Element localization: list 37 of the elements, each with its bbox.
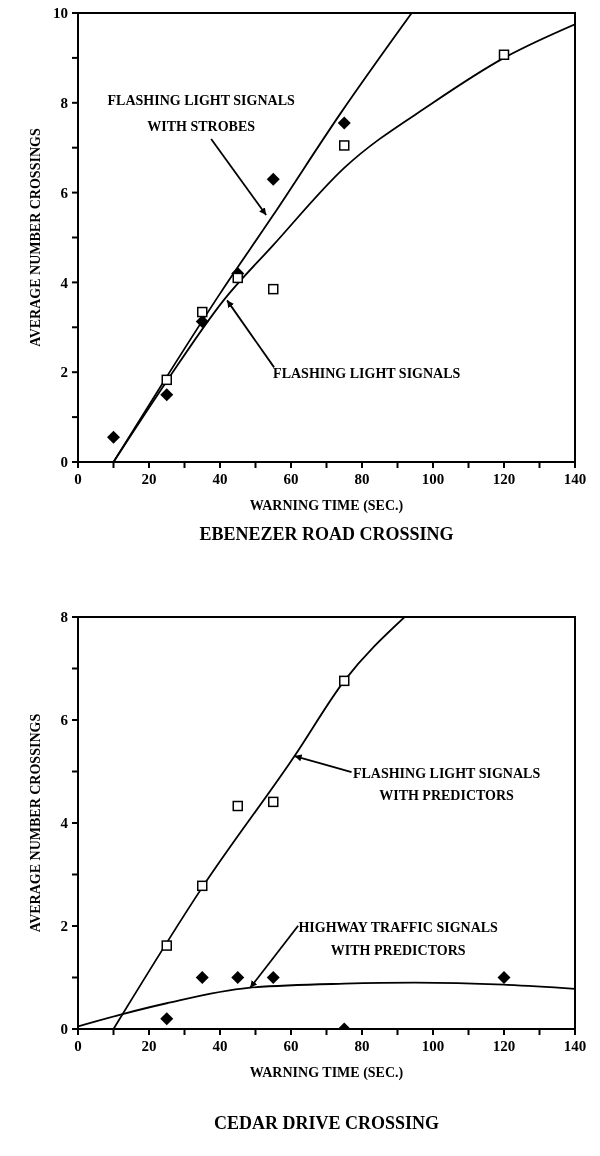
x-tick-label: 40: [212, 1038, 228, 1054]
y-tick-label: 6: [60, 184, 69, 201]
annotation: FLASHING LIGHT SIGNALS WITH STROBES: [107, 93, 295, 135]
x-tick-label: 20: [141, 1038, 157, 1054]
x-tick-label: 0: [74, 471, 82, 487]
x-tick-label: 20: [141, 471, 157, 487]
y-tick-label: 0: [60, 454, 68, 471]
y-tick-label: 4: [60, 815, 69, 832]
y-axis-title: AVERAGE NUMBER CROSSINGS: [28, 128, 43, 347]
x-tick-label: 60: [283, 471, 299, 487]
x-tick-label: 40: [212, 471, 228, 487]
annotation: FLASHING LIGHT SIGNALS: [273, 366, 461, 382]
x-tick-label: 100: [421, 471, 445, 487]
annotation: FLASHING LIGHT SIGNALS WITH PREDICTORS: [352, 766, 541, 804]
x-tick-label: 100: [421, 1038, 445, 1054]
x-tick-label: 140: [563, 471, 587, 487]
x-axis-title: WARNING TIME (SEC.): [249, 1065, 404, 1081]
y-tick-label: 4: [60, 274, 69, 291]
x-tick-label: 120: [492, 1038, 516, 1054]
x-tick-label: 80: [354, 471, 370, 487]
y-tick-label: 2: [60, 918, 68, 935]
y-tick-label: 10: [53, 5, 68, 22]
x-tick-label: 80: [354, 1038, 370, 1054]
y-tick-label: 0: [60, 1021, 68, 1038]
y-tick-label: 8: [60, 609, 68, 626]
annotation: HIGHWAY TRAFFIC SIGNALS WITH PREDICTORS: [298, 919, 499, 958]
x-axis-title: WARNING TIME (SEC.): [249, 498, 404, 514]
y-tick-label: 8: [60, 95, 68, 112]
y-axis-title: AVERAGE NUMBER CROSSINGS: [28, 713, 43, 933]
x-tick-label: 0: [74, 1038, 82, 1054]
text: EBENEZER ROAD CROSSING: [199, 524, 454, 544]
y-tick-label: 6: [60, 712, 69, 729]
x-tick-label: 60: [283, 1038, 299, 1054]
y-tick-label: 2: [60, 364, 68, 381]
text: CEDAR DRIVE CROSSING: [213, 1113, 440, 1133]
x-tick-label: 140: [563, 1038, 587, 1054]
x-tick-label: 120: [492, 471, 516, 487]
